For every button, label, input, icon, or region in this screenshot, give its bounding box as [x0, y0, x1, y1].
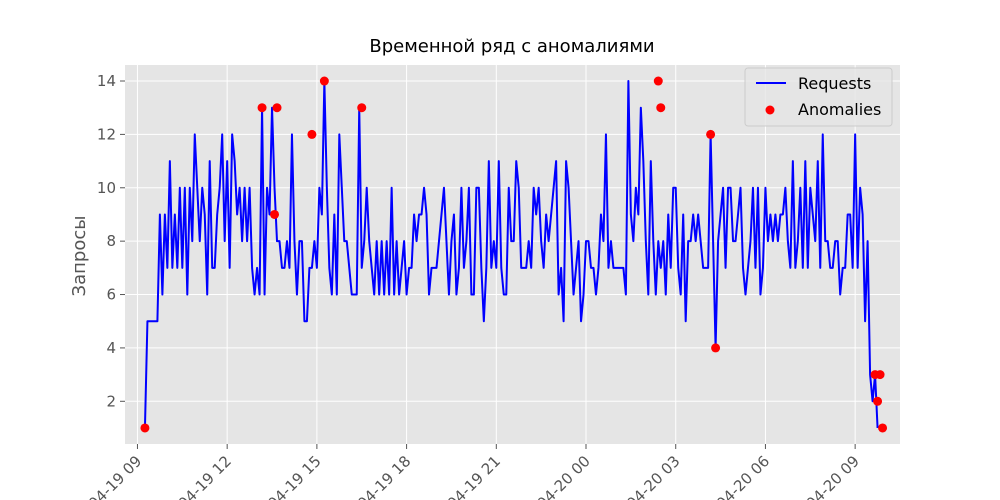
y-axis-title: Запросы — [69, 216, 90, 297]
plot-area — [125, 65, 900, 444]
y-tick-label: 14 — [97, 72, 116, 90]
anomaly-point — [875, 370, 885, 380]
y-tick-label: 6 — [106, 286, 116, 304]
anomaly-point — [873, 396, 883, 406]
series-layer — [143, 80, 879, 429]
anomaly-point — [711, 343, 721, 353]
anomaly-point — [257, 103, 267, 113]
y-tick-label: 10 — [97, 179, 116, 197]
legend-label-anomalies: Anomalies — [798, 100, 881, 119]
anomaly-point — [656, 103, 666, 113]
legend-anomaly-swatch — [765, 105, 775, 115]
legend: Requests Anomalies — [744, 67, 893, 127]
legend-label-requests: Requests — [798, 74, 871, 93]
anomaly-point — [653, 76, 663, 86]
anomaly-point — [878, 423, 888, 433]
y-tick-label: 12 — [97, 125, 116, 143]
anomaly-point — [319, 76, 329, 86]
y-tick-label: 2 — [106, 392, 116, 410]
y-axis: 2 4 6 8 10 12 14 — [97, 72, 125, 410]
chart-title: Временной ряд с аномалиями — [369, 36, 654, 57]
requests-series-line — [143, 80, 879, 429]
anomaly-point — [272, 103, 282, 113]
y-tick-label: 4 — [106, 339, 116, 357]
anomaly-point — [357, 103, 367, 113]
anomaly-point — [140, 423, 150, 433]
y-tick-label: 8 — [106, 232, 116, 250]
anomaly-point — [270, 209, 280, 219]
anomaly-point — [307, 129, 317, 139]
anomaly-layer — [140, 76, 888, 433]
anomaly-point — [706, 129, 716, 139]
